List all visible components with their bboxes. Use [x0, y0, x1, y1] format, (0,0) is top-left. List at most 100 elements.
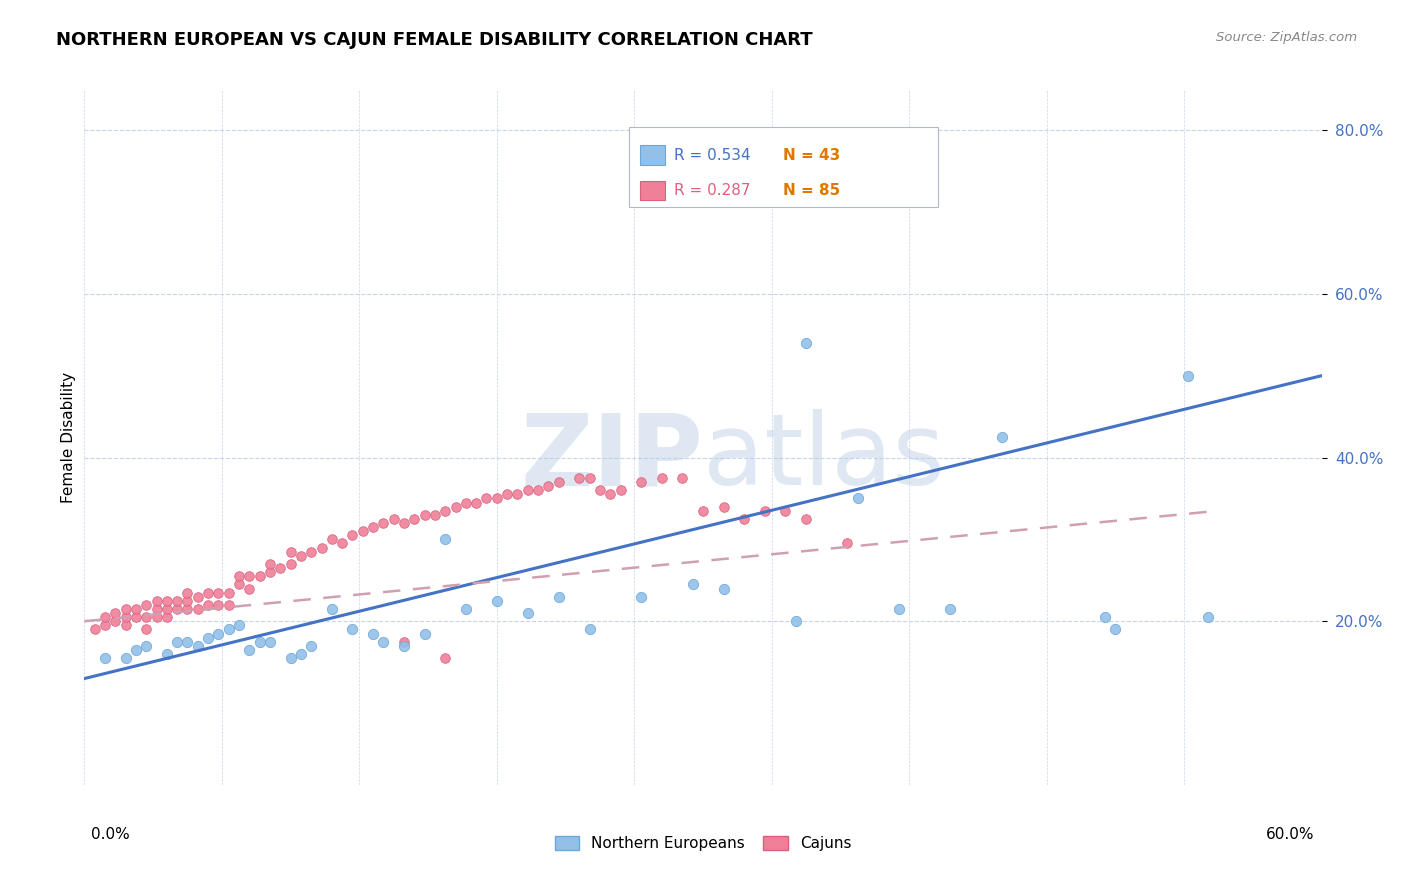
Point: [299, 639, 322, 653]
Point: [249, 634, 271, 648]
Point: [342, 528, 364, 542]
Point: [496, 487, 519, 501]
Point: [516, 606, 538, 620]
Point: [249, 569, 271, 583]
Point: [187, 639, 209, 653]
Point: [733, 512, 755, 526]
Point: [887, 602, 910, 616]
Point: [485, 491, 508, 506]
Text: 60.0%: 60.0%: [1267, 827, 1315, 841]
Point: [775, 504, 797, 518]
Point: [991, 430, 1014, 444]
Point: [269, 561, 291, 575]
Point: [454, 495, 477, 509]
Point: [104, 614, 127, 628]
Point: [392, 639, 415, 653]
Point: [83, 623, 105, 637]
Text: ZIP: ZIP: [520, 409, 703, 507]
Point: [114, 602, 136, 616]
Point: [589, 483, 612, 498]
Point: [837, 536, 859, 550]
Point: [578, 471, 600, 485]
Point: [485, 594, 508, 608]
Point: [259, 565, 281, 579]
Point: [682, 577, 704, 591]
Point: [321, 602, 343, 616]
Point: [145, 610, 167, 624]
Point: [568, 471, 591, 485]
Point: [114, 618, 136, 632]
Point: [207, 585, 229, 599]
Point: [156, 610, 179, 624]
Point: [475, 491, 498, 506]
Point: [404, 512, 426, 526]
Point: [785, 614, 807, 628]
Point: [713, 500, 735, 514]
Point: [259, 634, 281, 648]
Point: [114, 651, 136, 665]
Point: [228, 569, 250, 583]
Point: [135, 598, 157, 612]
Point: [125, 643, 148, 657]
Point: [104, 606, 127, 620]
Point: [218, 623, 240, 637]
Point: [342, 623, 364, 637]
Point: [238, 582, 260, 596]
Point: [361, 520, 384, 534]
Point: [1177, 368, 1199, 383]
Point: [361, 626, 384, 640]
Point: [599, 487, 621, 501]
Point: [135, 623, 157, 637]
Point: [94, 618, 117, 632]
Point: [846, 491, 869, 506]
Point: [794, 512, 817, 526]
Point: [176, 594, 198, 608]
Point: [547, 590, 569, 604]
Point: [630, 590, 652, 604]
Y-axis label: Female Disability: Female Disability: [60, 371, 76, 503]
Point: [434, 504, 457, 518]
Point: [382, 512, 405, 526]
Point: [434, 651, 457, 665]
Point: [299, 544, 322, 558]
Point: [754, 504, 776, 518]
Point: [516, 483, 538, 498]
Point: [311, 541, 333, 555]
Point: [145, 602, 167, 616]
Point: [939, 602, 962, 616]
Point: [145, 594, 167, 608]
Point: [197, 585, 219, 599]
Point: [651, 471, 673, 485]
Point: [392, 634, 415, 648]
Point: [392, 516, 415, 530]
Text: atlas: atlas: [703, 409, 945, 507]
Point: [125, 610, 148, 624]
Point: [207, 626, 229, 640]
Point: [1197, 610, 1219, 624]
Point: [94, 651, 117, 665]
Point: [373, 516, 395, 530]
Text: N = 85: N = 85: [783, 183, 841, 198]
Point: [218, 598, 240, 612]
Point: [671, 471, 693, 485]
Point: [444, 500, 467, 514]
Point: [330, 536, 353, 550]
Point: [321, 533, 343, 547]
Point: [166, 602, 188, 616]
Text: R = 0.534: R = 0.534: [673, 148, 751, 162]
Point: [527, 483, 550, 498]
Point: [413, 626, 436, 640]
Point: [692, 504, 714, 518]
Text: N = 43: N = 43: [783, 148, 841, 162]
Point: [228, 618, 250, 632]
Point: [578, 623, 600, 637]
Point: [187, 590, 209, 604]
Point: [156, 647, 179, 661]
Point: [94, 610, 117, 624]
Point: [114, 610, 136, 624]
Point: [238, 643, 260, 657]
Point: [1104, 623, 1126, 637]
Text: NORTHERN EUROPEAN VS CAJUN FEMALE DISABILITY CORRELATION CHART: NORTHERN EUROPEAN VS CAJUN FEMALE DISABI…: [56, 31, 813, 49]
Point: [166, 594, 188, 608]
Point: [465, 495, 488, 509]
